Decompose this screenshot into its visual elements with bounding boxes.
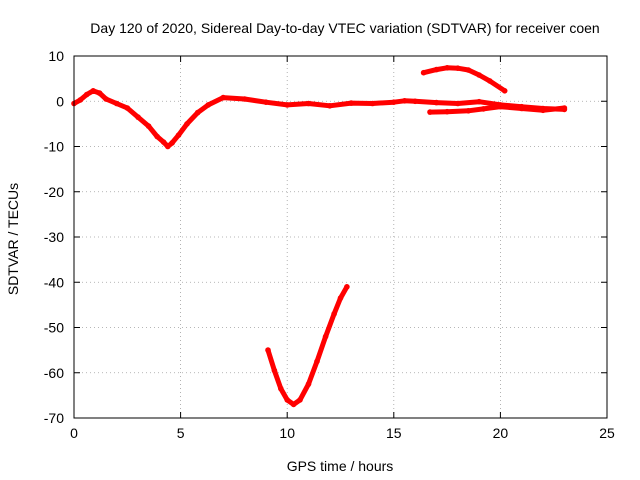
x-tick-label: 20 [493, 425, 509, 441]
data-point [278, 385, 284, 392]
data-point [455, 65, 461, 71]
plot-frame [73, 55, 608, 419]
x-tick-label: 25 [599, 425, 615, 441]
data-point [455, 100, 461, 107]
x-tick-label: 15 [386, 425, 402, 441]
y-tick-label: -60 [44, 365, 64, 381]
x-tick-label: 5 [177, 425, 185, 441]
data-point [322, 333, 329, 340]
data-point [420, 69, 427, 76]
data-point [220, 94, 226, 101]
data-point [284, 397, 291, 403]
x-tick-label: 0 [70, 425, 78, 441]
x-axis-label: GPS time / hours [287, 458, 394, 474]
data-point [480, 106, 487, 112]
data-point [433, 99, 440, 106]
data-point [337, 295, 344, 301]
data-point [540, 107, 546, 114]
data-point [96, 90, 103, 96]
y-tick-label: 10 [48, 48, 64, 64]
data-point [113, 100, 120, 107]
data-point [160, 139, 167, 145]
data-point [465, 67, 472, 73]
data-point [476, 98, 482, 105]
data-point [433, 66, 440, 73]
data-point [305, 100, 312, 107]
data-point [561, 105, 568, 111]
data-point [284, 102, 291, 108]
data-point [331, 311, 337, 317]
y-tick-label: -50 [44, 320, 64, 336]
data-point [84, 91, 90, 98]
data-point [184, 121, 190, 127]
axis-ticks: 0 5 10 15 20 25 10 0 -10 -20 -30 -40 -50 -60 -70 [44, 48, 615, 441]
data-point [344, 284, 350, 290]
y-tick-label: -10 [44, 139, 64, 155]
data-point [263, 99, 269, 105]
data-point [135, 114, 141, 120]
chart-title: Day 120 of 2020, Sidereal Day-to-day VTE… [90, 20, 599, 36]
series-dip-curve [265, 284, 350, 407]
y-tick-label: -30 [44, 229, 64, 245]
data-point [486, 78, 493, 84]
data-point [297, 397, 303, 403]
data-point [401, 98, 408, 104]
data-point [465, 108, 472, 114]
data-point [501, 88, 508, 94]
data-point [175, 132, 182, 138]
data-point [391, 99, 397, 105]
data-point [476, 72, 482, 78]
y-tick-label: -40 [44, 274, 64, 290]
data-point [205, 102, 212, 108]
data-point [145, 123, 152, 129]
data-point [314, 358, 320, 365]
grid-lines [74, 56, 607, 418]
data-point [444, 108, 450, 115]
data-point [305, 381, 312, 387]
data-point [77, 97, 84, 103]
data-point [518, 105, 525, 112]
data-point [124, 105, 131, 111]
data-point [369, 100, 376, 107]
data-series [71, 65, 568, 408]
data-point [290, 401, 297, 408]
y-tick-label: 0 [56, 93, 64, 109]
data-point [412, 98, 418, 105]
data-point [265, 347, 271, 353]
data-point [271, 367, 278, 374]
data-point [327, 103, 333, 109]
data-point [444, 65, 450, 71]
y-tick-label: -20 [44, 184, 64, 200]
data-point [169, 140, 175, 146]
y-tick-label: -70 [44, 410, 64, 426]
data-point [154, 133, 160, 140]
data-point [90, 88, 96, 94]
data-point [165, 143, 171, 150]
y-axis-label: SDTVAR / TECUs [5, 183, 21, 295]
series-lower-branch [427, 104, 567, 115]
x-tick-label: 10 [279, 425, 295, 441]
data-point [497, 103, 504, 110]
data-point [194, 109, 201, 116]
data-point [241, 96, 248, 102]
data-point [103, 96, 109, 102]
data-point [427, 109, 433, 115]
data-point [348, 100, 355, 106]
